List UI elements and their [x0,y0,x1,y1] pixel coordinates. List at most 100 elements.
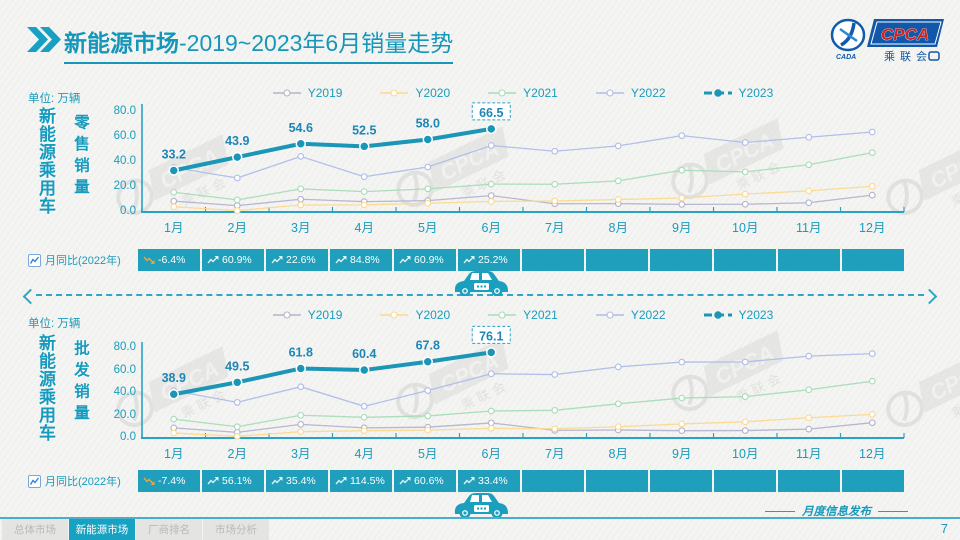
footer-tabs: 总体市场 新能源市场 厂商排名 市场分析 [2,519,269,540]
data-point [297,421,305,428]
series-line-Y2020 [173,185,873,212]
legend-item-Y2023: Y2023 [703,308,774,322]
data-point [741,139,749,146]
tab-nev-market[interactable]: 新能源市场 [69,519,135,540]
data-point [487,370,495,378]
month-label: 9月 [672,447,691,461]
retail-chart-block: Y2019 Y2020 Y2021 Y2022 Y2023 单位: 万辆 新能源乘用车 … [0,84,960,284]
month-label: 6月 [482,221,501,235]
yoy-cell [650,249,712,271]
month-label: 4月 [355,221,374,235]
legend-label: Y2020 [415,308,451,322]
series-line-Y2022 [173,352,873,407]
page-title-secondary: -2019~2023年6月销量走势 [179,30,454,56]
yoy-cell: 84.8% [330,249,392,271]
yoy-cells: -7.4% 56.1% 35.4% 114.5% 60.6% 33.4% [138,470,904,492]
y-axis-tick-label: 0.0 [120,431,136,443]
yoy-cell: 33.4% [458,470,520,492]
tab-market-analysis[interactable]: 市场分析 [203,519,269,540]
tab-oem-ranking[interactable]: 厂商排名 [136,519,202,540]
yoy-cell: -6.4% [138,249,200,271]
legend-label: Y2020 [415,86,451,100]
chart-legend: Y2019 Y2020 Y2021 Y2022 Y2023 [140,86,906,100]
data-point [868,350,876,357]
month-label: 9月 [672,221,691,235]
trend-down-icon [143,477,155,485]
yoy-cell: 60.6% [394,470,456,492]
data-point [232,151,243,163]
data-point [805,425,813,433]
yoy-cell [842,249,904,271]
data-label: 33.2 [162,148,186,162]
y-axis-tick-label: 80.0 [113,105,136,117]
data-point [168,165,179,176]
data-point [551,425,559,433]
data-point [359,141,370,152]
data-point [360,402,368,410]
month-label: 5月 [418,221,437,235]
month-label: 8月 [609,221,628,235]
data-point [422,356,433,367]
yoy-cell: 35.4% [266,470,328,492]
data-point [678,427,686,435]
yoy-cell [522,470,584,492]
yoy-cell [522,249,584,271]
legend-item-Y2020: Y2020 [380,308,450,322]
legend-swatch [380,89,409,97]
legend-item-Y2022: Y2022 [595,308,666,322]
line-chart-icon [28,474,41,488]
legend-item-Y2021: Y2021 [488,86,558,100]
data-point [487,192,495,199]
legend-label: Y2021 [523,308,558,322]
trend-up-icon [399,256,411,264]
yoy-row: 月同比(2022年) -7.4% 56.1% 35.4% 114.5% 60.6% 33.… [28,470,932,492]
car-icon [454,271,508,296]
month-label: 12月 [859,447,885,461]
data-point [424,412,432,420]
data-point [868,128,876,136]
legend-label: Y2021 [523,86,558,100]
line-chart-icon [28,253,41,267]
data-point [297,195,305,203]
series-line-Y2023 [173,350,492,397]
data-point [868,182,876,190]
legend-label: Y2023 [738,308,774,322]
yoy-cell: 60.9% [394,249,456,271]
svg-text:CADA: CADA [836,54,856,61]
data-point [741,418,749,426]
legend-swatch [488,89,517,97]
data-point [551,371,559,378]
page-number: 7 [940,521,948,536]
legend-swatch [488,311,517,319]
month-label: 8月 [609,447,628,461]
data-point [678,358,686,366]
data-point [551,147,559,155]
data-point [741,168,749,176]
data-point [805,199,813,207]
data-point [297,411,305,419]
month-label: 2月 [228,221,247,235]
month-label: 7月 [545,447,564,461]
yoy-cell [586,249,648,271]
data-point [805,352,813,360]
yoy-cells: -6.4% 60.9% 22.6% 84.8% 60.9% 25.2% [138,249,904,271]
category-label: 新能源乘用车 [36,107,55,215]
data-point [614,423,622,431]
legend-item-Y2022: Y2022 [595,86,666,100]
month-label: 1月 [164,221,183,235]
legend-label: Y2023 [738,86,774,100]
data-point [297,153,305,160]
trend-up-icon [207,477,219,485]
tab-overall-market[interactable]: 总体市场 [2,519,68,540]
data-point [614,196,622,203]
month-label: 3月 [291,221,310,235]
measure-label: 批发销量 [72,340,89,426]
data-point [805,133,813,141]
data-label: 49.5 [225,359,249,373]
data-point [614,363,622,371]
yoy-cell [778,470,840,492]
data-point [487,407,495,415]
data-point [805,187,813,195]
left-arrow-icon [22,288,39,305]
data-point [678,194,686,202]
